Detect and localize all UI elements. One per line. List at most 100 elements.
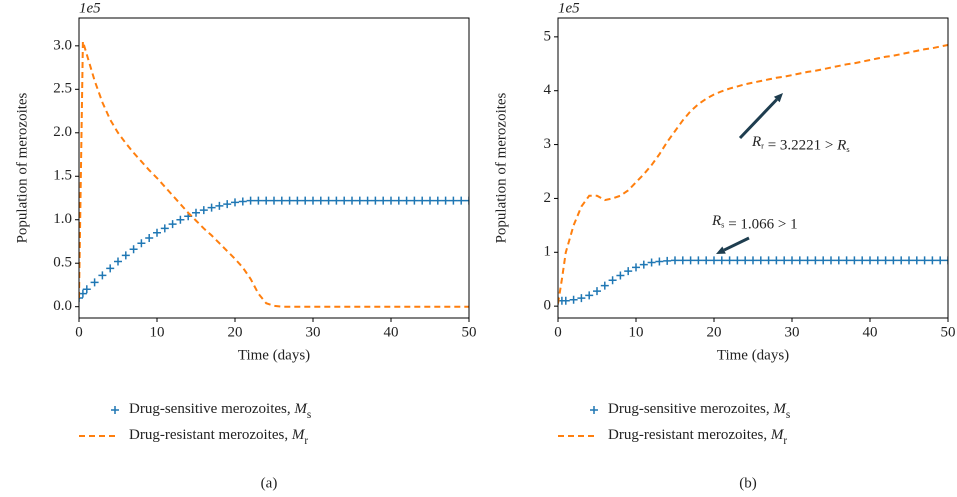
x-tick-label: 50 bbox=[941, 324, 956, 340]
data-point bbox=[176, 215, 185, 224]
data-point bbox=[387, 196, 395, 205]
data-point bbox=[577, 294, 586, 303]
x-tick-label: 40 bbox=[863, 324, 878, 340]
data-point bbox=[912, 256, 921, 265]
data-point bbox=[355, 196, 364, 205]
legend-label: Drug-resistant merozoites, Mr bbox=[129, 427, 308, 446]
y-tick-label: 0.0 bbox=[53, 298, 72, 314]
y-tick-label: 1.5 bbox=[53, 168, 72, 184]
data-point bbox=[663, 256, 672, 265]
annotation: Rr = 3.2221 > Rs bbox=[751, 134, 850, 154]
data-point bbox=[168, 220, 177, 229]
data-point bbox=[686, 256, 695, 265]
data-point bbox=[889, 256, 898, 265]
data-point bbox=[741, 256, 750, 265]
data-point bbox=[788, 256, 796, 265]
data-point bbox=[710, 256, 718, 265]
offset-text: 1e5 bbox=[558, 0, 580, 16]
data-point bbox=[277, 196, 286, 205]
x-axis-label: Time (days) bbox=[717, 347, 789, 363]
data-point bbox=[780, 256, 789, 265]
data-point bbox=[616, 271, 625, 280]
y-tick-label: 3 bbox=[544, 136, 552, 152]
y-tick-label: 3.0 bbox=[53, 37, 72, 53]
data-point bbox=[866, 256, 874, 265]
data-point bbox=[324, 196, 333, 205]
data-point bbox=[246, 196, 255, 205]
data-point bbox=[725, 256, 734, 265]
y-tick-label: 2 bbox=[544, 190, 552, 206]
data-point bbox=[441, 196, 450, 205]
data-point bbox=[394, 196, 403, 205]
data-point bbox=[569, 295, 578, 304]
data-point bbox=[114, 257, 122, 266]
data-point bbox=[160, 224, 169, 233]
y-tick-label: 2.0 bbox=[53, 124, 72, 140]
data-point bbox=[827, 256, 835, 265]
data-point bbox=[418, 196, 427, 205]
x-tick-label: 20 bbox=[707, 324, 722, 340]
data-point bbox=[834, 256, 843, 265]
axes-frame bbox=[78, 17, 470, 319]
data-point bbox=[858, 256, 867, 265]
y-tick-label: 0 bbox=[544, 298, 552, 314]
data-point bbox=[897, 256, 906, 265]
data-point bbox=[90, 278, 99, 287]
data-point bbox=[756, 256, 765, 265]
x-tick-label: 50 bbox=[462, 324, 477, 340]
panel-label: (a) bbox=[261, 475, 278, 491]
data-point bbox=[332, 196, 341, 205]
data-point bbox=[585, 291, 594, 300]
data-point bbox=[215, 201, 224, 210]
data-point bbox=[749, 256, 757, 265]
data-point bbox=[920, 256, 929, 265]
data-point bbox=[678, 256, 687, 265]
y-axis-label: Population of merozoites bbox=[493, 92, 509, 243]
data-point bbox=[944, 256, 948, 265]
data-point bbox=[129, 245, 138, 254]
data-point bbox=[561, 296, 570, 305]
data-point bbox=[593, 287, 601, 296]
data-point bbox=[632, 263, 640, 272]
plot-area bbox=[79, 41, 469, 308]
data-point bbox=[655, 257, 664, 266]
data-point bbox=[371, 196, 380, 205]
data-point bbox=[363, 196, 372, 205]
data-point bbox=[82, 285, 91, 294]
data-point bbox=[192, 208, 200, 217]
data-point bbox=[850, 256, 859, 265]
data-point bbox=[106, 264, 115, 273]
y-tick-label: 0.5 bbox=[53, 255, 72, 271]
data-point bbox=[379, 196, 388, 205]
data-point bbox=[600, 281, 609, 290]
data-point bbox=[449, 196, 458, 205]
data-point bbox=[254, 196, 263, 205]
data-point bbox=[671, 256, 679, 265]
data-point bbox=[293, 196, 302, 205]
data-point bbox=[717, 256, 726, 265]
data-point bbox=[402, 196, 411, 205]
data-point bbox=[79, 289, 87, 298]
y-tick-label: 5 bbox=[544, 28, 552, 44]
annotation-arrow bbox=[738, 98, 778, 140]
x-tick-label: 40 bbox=[384, 324, 399, 340]
data-point bbox=[819, 256, 828, 265]
x-tick-label: 10 bbox=[150, 324, 165, 340]
data-point bbox=[873, 256, 882, 265]
data-point bbox=[301, 196, 310, 205]
legend-marker bbox=[111, 406, 119, 414]
y-axis-label: Population of merozoites bbox=[14, 92, 30, 243]
data-point bbox=[457, 196, 466, 205]
axes-frame bbox=[557, 17, 949, 319]
data-point bbox=[153, 228, 161, 237]
data-point bbox=[702, 256, 711, 265]
legend-label: Drug-sensitive merozoites, Ms bbox=[608, 401, 790, 420]
x-tick-label: 0 bbox=[554, 324, 562, 340]
data-point bbox=[936, 256, 945, 265]
data-point bbox=[881, 256, 890, 265]
data-point bbox=[905, 256, 913, 265]
x-tick-label: 20 bbox=[228, 324, 243, 340]
annotation: Rs = 1.066 > 1 bbox=[711, 213, 798, 233]
data-point bbox=[624, 267, 633, 276]
